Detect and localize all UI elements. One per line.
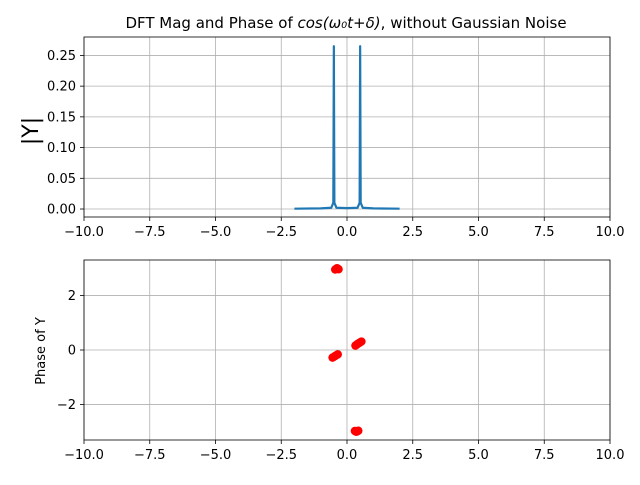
magnitude-xtick-label: −2.5 [265,225,297,240]
magnitude-xtick-label: 5.0 [468,225,489,240]
magnitude-ytick-label: 0.00 [47,203,76,218]
title-suffix: , without Gaussian Noise [381,14,567,32]
phase-series [328,263,366,437]
phase-point [334,265,343,274]
magnitude-series-line [294,45,400,210]
title-prefix: DFT Mag and Phase of [125,14,297,32]
phase-xtick-label: −10.0 [64,448,104,463]
phase-point [357,337,366,346]
phase-xtick-label: 7.5 [534,448,555,463]
phase-xtick-label: 2.5 [402,448,423,463]
magnitude-grid [83,37,611,217]
phase-ytick-label: 0 [68,344,76,359]
title-math: cos(ω₀t+δ) [298,14,381,32]
phase-ytick-label: 2 [68,289,76,304]
phase-xtick-label: 10.0 [596,448,625,463]
magnitude-ticks: −10.0 −7.5 −5.0 −2.5 0.0 2.5 5.0 7.5 10.0 0.00 0.0… [47,49,624,240]
phase-grid [83,260,611,440]
magnitude-ylabel: |Y| [19,117,44,145]
magnitude-ytick-label: 0.25 [47,49,76,64]
magnitude-ytick-label: 0.20 [47,80,76,95]
phase-ylabel: Phase of Y [34,317,49,385]
phase-xtick-label: −5.0 [200,448,232,463]
magnitude-axes: −10.0 −7.5 −5.0 −2.5 0.0 2.5 5.0 7.5 10.0 0.00 0.0… [19,36,624,240]
magnitude-ytick-label: 0.05 [47,172,76,187]
magnitude-ytick-label: 0.15 [47,110,76,125]
magnitude-xtick-label: 7.5 [534,225,555,240]
magnitude-ytick-label: 0.10 [47,141,76,156]
magnitude-xtick-label: 0.0 [337,225,358,240]
phase-xtick-label: 0.0 [337,448,358,463]
phase-point [354,426,363,435]
phase-axes: −10.0 −7.5 −5.0 −2.5 0.0 2.5 5.0 7.5 10.0 −2 0 2 Ph… [34,259,625,463]
magnitude-xtick-label: −7.5 [134,225,166,240]
magnitude-series [294,45,400,210]
phase-xtick-label: −7.5 [134,448,166,463]
phase-ticks: −10.0 −7.5 −5.0 −2.5 0.0 2.5 5.0 7.5 10.0 −2 0 2 [57,289,625,463]
phase-xtick-label: 5.0 [468,448,489,463]
magnitude-xtick-label: 2.5 [402,225,423,240]
magnitude-xtick-label: −5.0 [200,225,232,240]
phase-point [333,350,342,359]
figure-title: DFT Mag and Phase of cos(ω₀t+δ), without… [125,14,566,32]
magnitude-xtick-label: −10.0 [64,225,104,240]
phase-xtick-label: −2.5 [265,448,297,463]
phase-ytick-label: −2 [57,398,76,413]
magnitude-xtick-label: 10.0 [596,225,625,240]
